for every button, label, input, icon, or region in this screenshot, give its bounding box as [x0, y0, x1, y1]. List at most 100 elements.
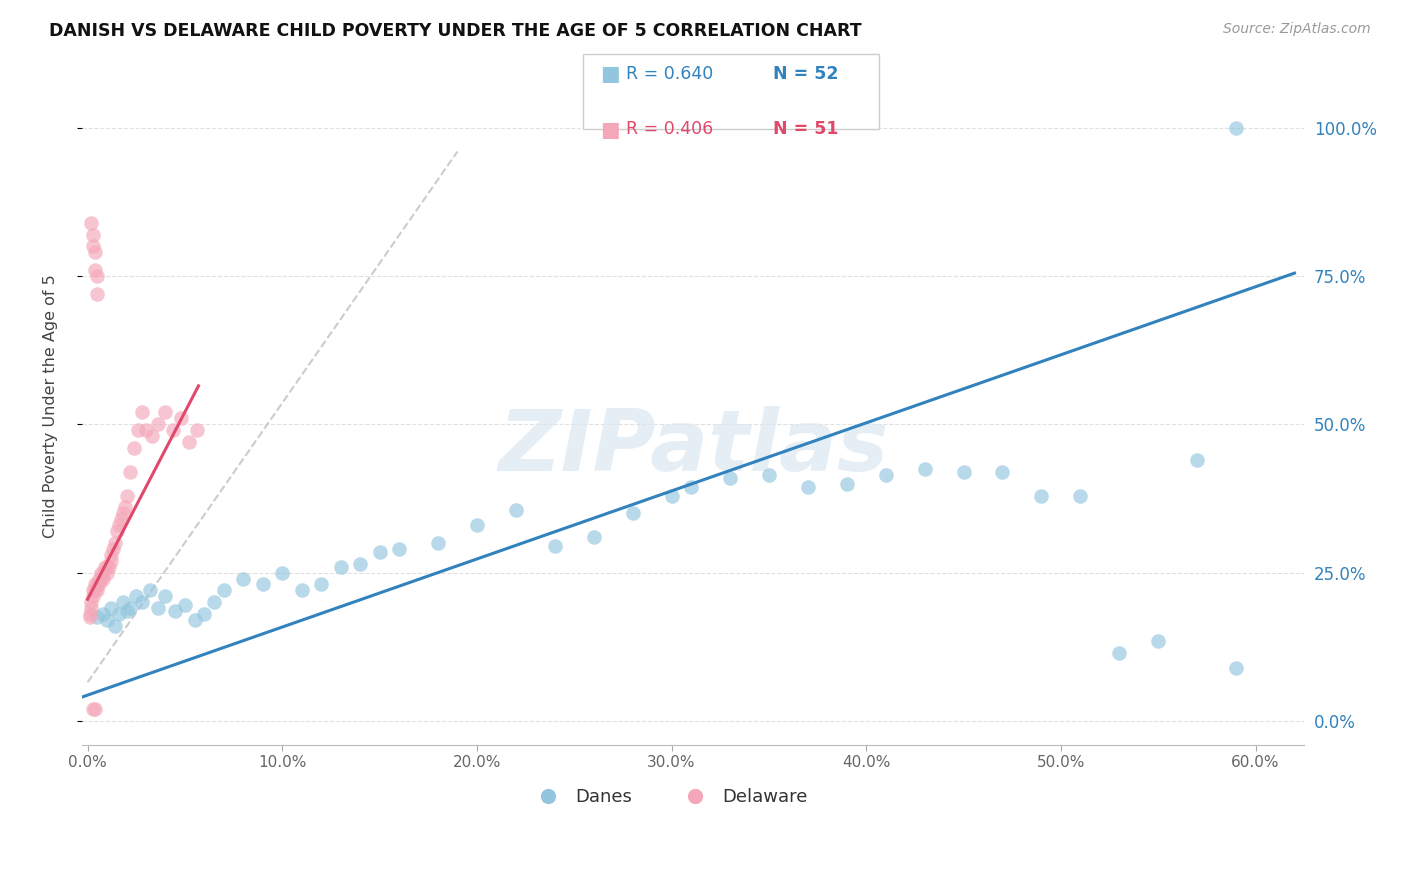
- Point: [291, 583, 314, 598]
- Point: [96, 566, 118, 580]
- Point: [84, 702, 107, 716]
- Point: [875, 467, 897, 482]
- Point: [89, 572, 111, 586]
- Point: [84, 263, 107, 277]
- Point: [212, 583, 235, 598]
- Point: [80, 595, 103, 609]
- Text: ■: ■: [600, 120, 620, 140]
- Point: [82, 583, 104, 598]
- Point: [186, 423, 208, 437]
- Y-axis label: Child Poverty Under the Age of 5: Child Poverty Under the Age of 5: [44, 275, 58, 539]
- Point: [232, 572, 254, 586]
- Point: [155, 590, 177, 604]
- Point: [544, 539, 567, 553]
- Point: [105, 524, 128, 538]
- Point: [90, 566, 112, 580]
- Text: DANISH VS DELAWARE CHILD POVERTY UNDER THE AGE OF 5 CORRELATION CHART: DANISH VS DELAWARE CHILD POVERTY UNDER T…: [49, 22, 862, 40]
- Point: [98, 559, 121, 574]
- Point: [127, 423, 149, 437]
- Text: R = 0.406: R = 0.406: [626, 120, 713, 138]
- Point: [79, 610, 101, 624]
- Point: [621, 506, 644, 520]
- Point: [96, 613, 118, 627]
- Point: [104, 536, 127, 550]
- Point: [991, 465, 1014, 479]
- Point: [84, 245, 107, 260]
- Point: [146, 601, 169, 615]
- Point: [120, 465, 142, 479]
- Point: [84, 577, 107, 591]
- Text: N = 52: N = 52: [773, 65, 839, 83]
- Point: [86, 269, 108, 284]
- Point: [100, 554, 122, 568]
- Point: [309, 577, 332, 591]
- Text: ■: ■: [600, 64, 620, 84]
- Point: [952, 465, 974, 479]
- Point: [758, 467, 780, 482]
- Point: [84, 583, 107, 598]
- Point: [329, 559, 352, 574]
- Point: [82, 702, 104, 716]
- Point: [170, 411, 193, 425]
- Point: [141, 429, 163, 443]
- Point: [1147, 633, 1170, 648]
- Point: [80, 216, 103, 230]
- Point: [1108, 646, 1130, 660]
- Point: [131, 595, 153, 609]
- Point: [426, 536, 449, 550]
- Point: [505, 503, 527, 517]
- Point: [797, 480, 820, 494]
- Point: [111, 595, 134, 609]
- Point: [120, 601, 142, 615]
- Point: [1069, 489, 1091, 503]
- Text: ZIPatlas: ZIPatlas: [498, 406, 889, 489]
- Point: [146, 417, 169, 432]
- Point: [107, 518, 129, 533]
- Point: [183, 613, 205, 627]
- Point: [252, 577, 274, 591]
- Point: [96, 559, 118, 574]
- Point: [155, 405, 177, 419]
- Point: [139, 583, 162, 598]
- Point: [1225, 660, 1247, 674]
- Point: [90, 572, 112, 586]
- Point: [114, 500, 136, 515]
- Text: N = 51: N = 51: [773, 120, 839, 138]
- Point: [271, 566, 294, 580]
- Point: [82, 590, 104, 604]
- Point: [86, 286, 108, 301]
- Point: [91, 572, 114, 586]
- Point: [100, 601, 122, 615]
- Point: [110, 512, 132, 526]
- Point: [1185, 453, 1208, 467]
- Point: [368, 545, 391, 559]
- Text: R = 0.640: R = 0.640: [626, 65, 713, 83]
- Point: [582, 530, 605, 544]
- Point: [86, 610, 108, 624]
- Point: [104, 619, 127, 633]
- Point: [135, 423, 157, 437]
- Point: [1225, 120, 1247, 135]
- Point: [111, 506, 134, 520]
- Point: [679, 480, 702, 494]
- Point: [125, 590, 148, 604]
- Point: [82, 239, 104, 253]
- Point: [165, 604, 187, 618]
- Point: [107, 607, 129, 621]
- Point: [349, 557, 371, 571]
- Text: Source: ZipAtlas.com: Source: ZipAtlas.com: [1223, 22, 1371, 37]
- Point: [388, 541, 411, 556]
- Point: [82, 227, 104, 242]
- Point: [661, 489, 683, 503]
- Point: [89, 577, 111, 591]
- Point: [79, 607, 101, 621]
- Point: [91, 566, 114, 580]
- Point: [162, 423, 184, 437]
- Point: [115, 489, 138, 503]
- Point: [115, 604, 138, 618]
- Point: [465, 518, 488, 533]
- Point: [193, 607, 215, 621]
- Point: [174, 599, 197, 613]
- Point: [835, 476, 858, 491]
- Point: [718, 471, 741, 485]
